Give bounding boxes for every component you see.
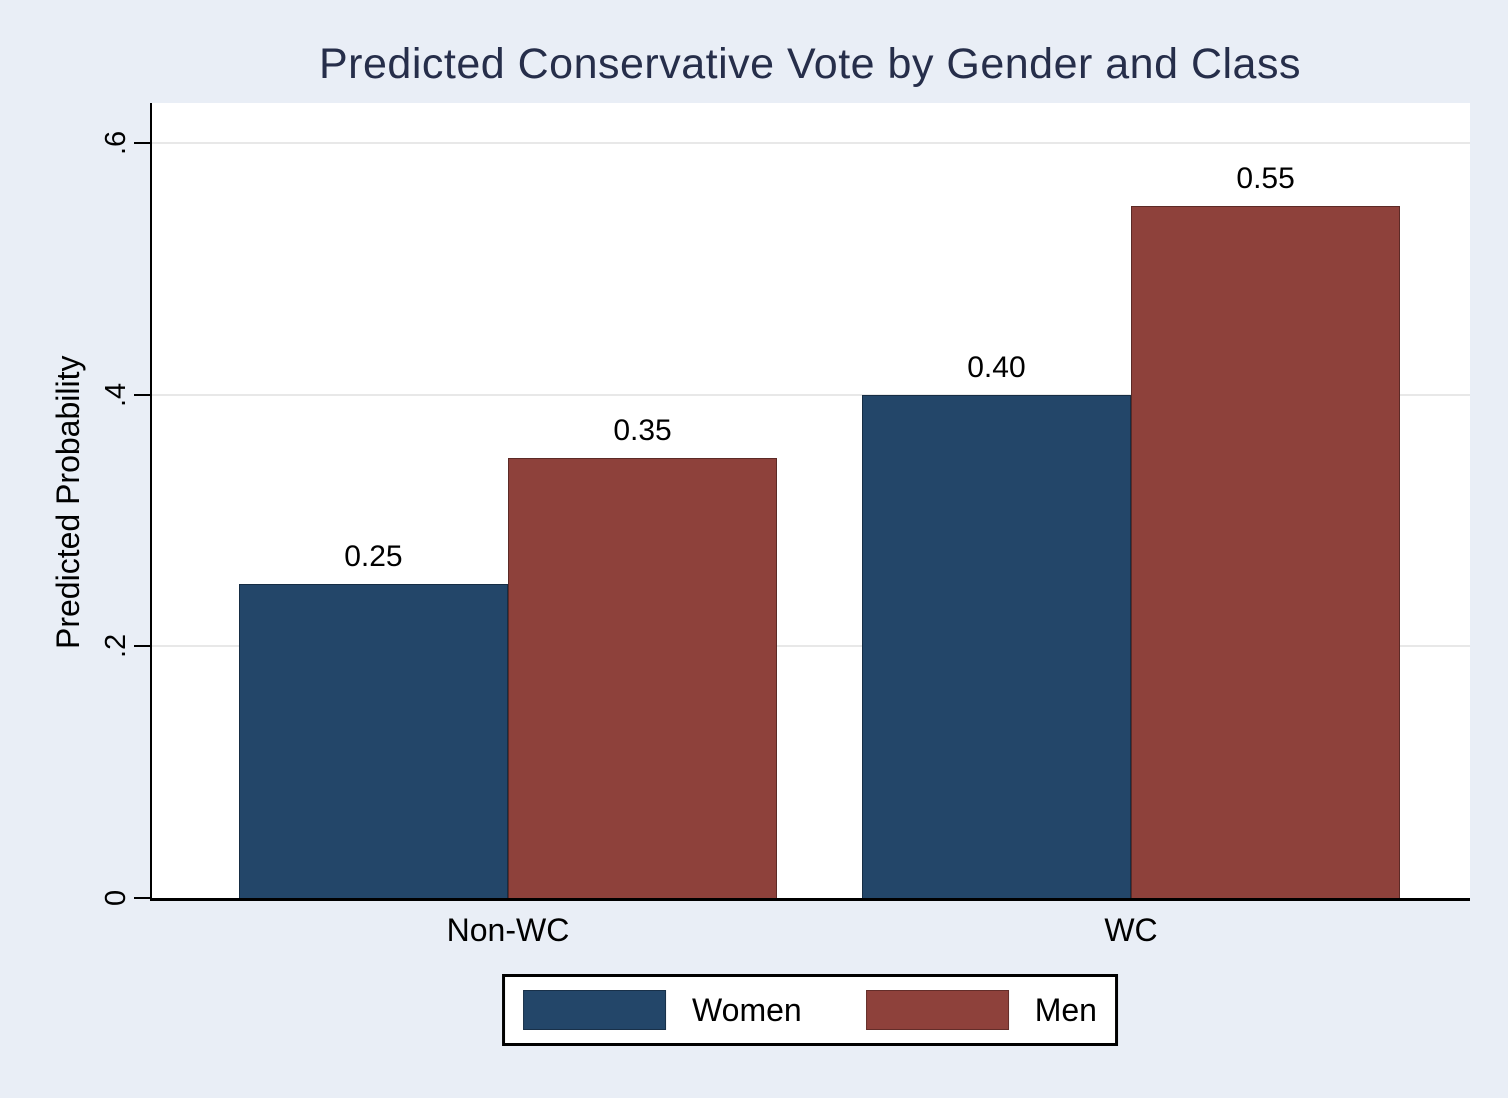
legend-swatch-men xyxy=(865,990,1009,1030)
bar-women-wc xyxy=(861,394,1131,898)
y-tick-label: .2 xyxy=(100,634,132,659)
bar-value-label-women-non-wc: 0.25 xyxy=(344,539,403,573)
y-axis-title: Predicted Probability xyxy=(50,355,86,649)
legend-item-women: Women xyxy=(523,990,802,1030)
legend-label-men: Men xyxy=(1034,991,1097,1028)
legend-item-men: Men xyxy=(865,990,1097,1030)
bar-value-label-men-non-wc: 0.35 xyxy=(613,413,672,447)
gridline-.6 xyxy=(152,142,1470,145)
bar-women-non-wc xyxy=(238,583,508,898)
y-tick-mark-0 xyxy=(134,897,152,899)
legend: Women Men xyxy=(502,974,1118,1046)
bar-value-label-men-wc: 0.55 xyxy=(1236,162,1295,196)
bar-men-non-wc xyxy=(507,457,778,898)
y-tick-label: .6 xyxy=(100,131,132,156)
x-category-label-non-wc: Non-WC xyxy=(446,912,570,948)
x-axis-labels: Non-WC WC xyxy=(152,912,1470,954)
bar-value-label-women-wc: 0.40 xyxy=(967,350,1026,384)
y-tick-label: 0 xyxy=(100,889,132,907)
y-tick-mark-.6 xyxy=(134,142,152,145)
plot-area: 0 .2 .4 .6 0.25 0.35 0.40 0.55 xyxy=(100,103,1470,906)
legend-swatch-women xyxy=(523,990,667,1030)
x-category-label-wc: WC xyxy=(1104,912,1158,948)
chart-title: Predicted Conservative Vote by Gender an… xyxy=(319,40,1301,88)
y-tick-label: .4 xyxy=(100,382,132,407)
gridline-.2 xyxy=(152,645,1470,648)
y-tick-mark-.4 xyxy=(134,393,152,396)
gridline-.4 xyxy=(152,393,1470,396)
y-tick-mark-.2 xyxy=(134,645,152,648)
bar-men-wc xyxy=(1131,206,1401,898)
legend-label-women: Women xyxy=(692,991,802,1028)
